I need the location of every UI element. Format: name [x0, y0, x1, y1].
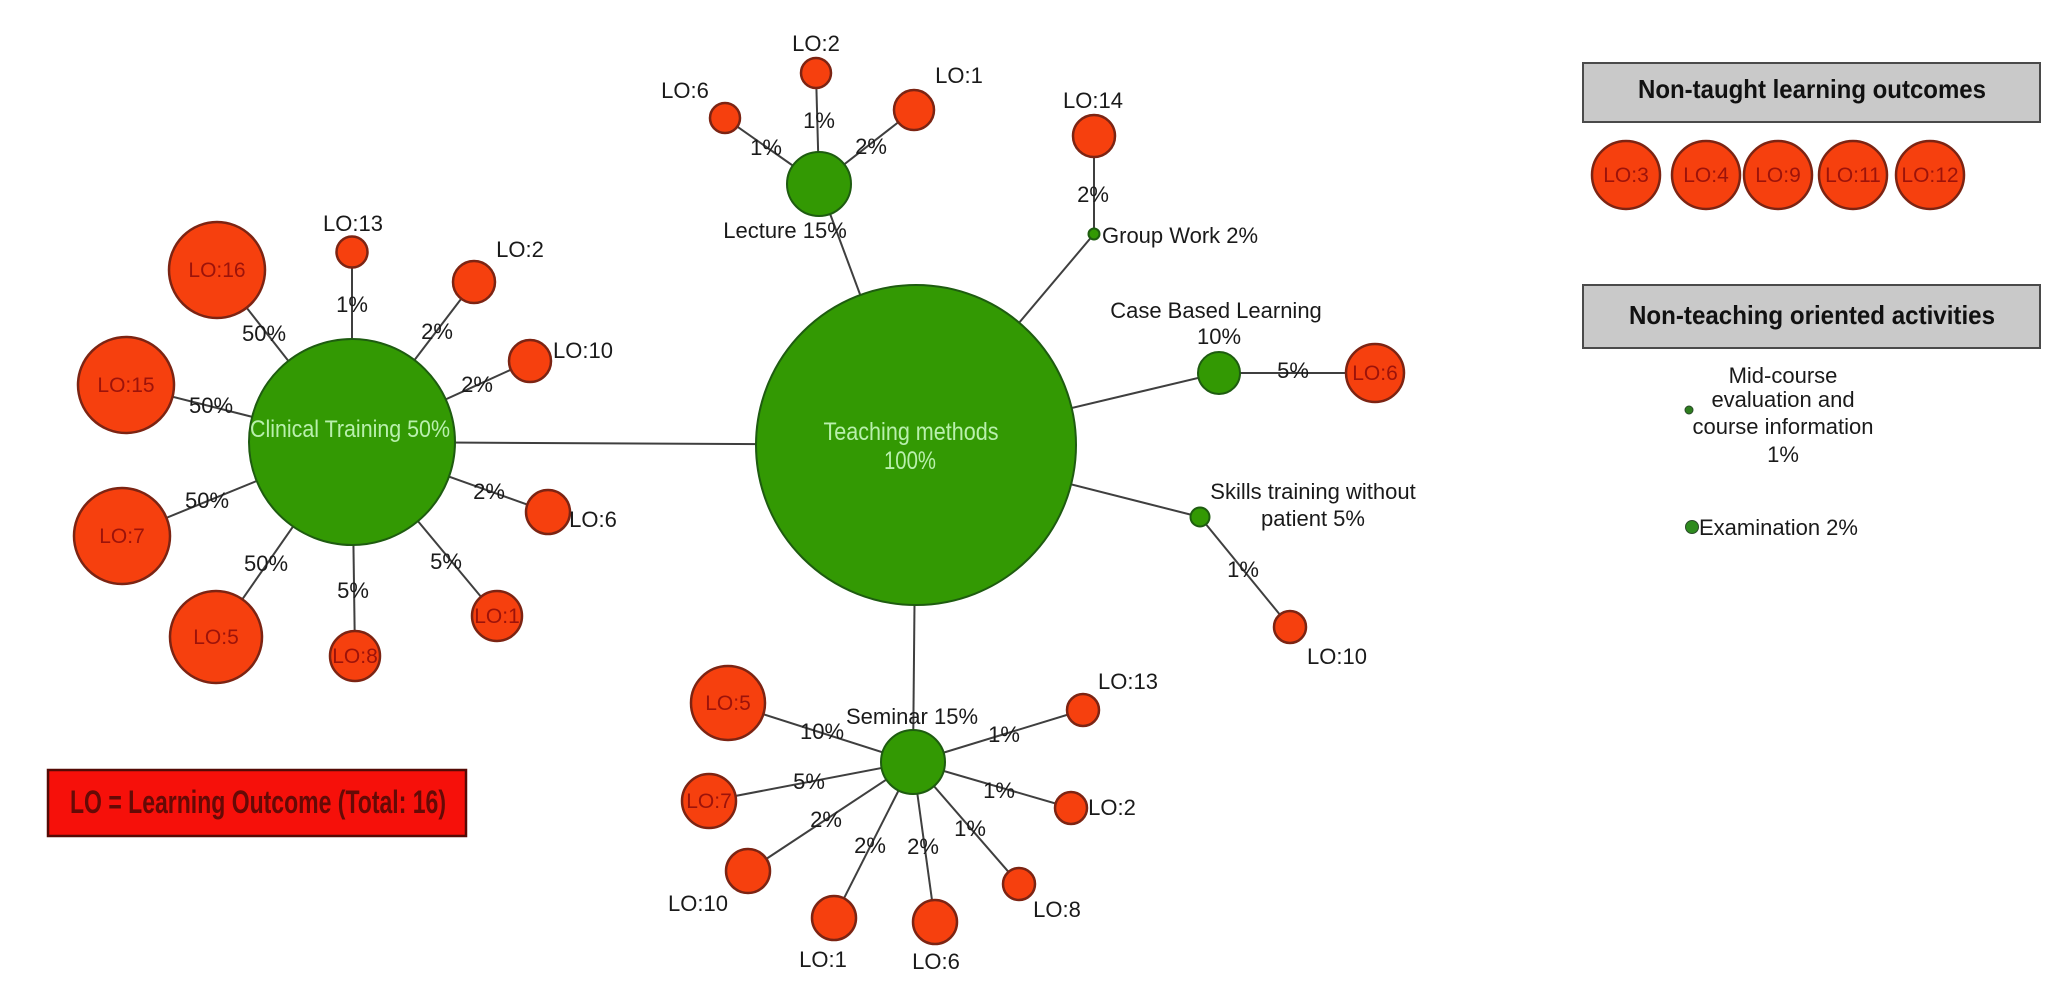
svg-text:50%: 50%	[189, 393, 233, 418]
svg-text:1%: 1%	[1767, 442, 1799, 467]
svg-text:LO:13: LO:13	[323, 211, 383, 236]
svg-text:2%: 2%	[461, 372, 493, 397]
svg-text:LO:4: LO:4	[1683, 164, 1729, 187]
svg-text:2%: 2%	[854, 833, 886, 858]
svg-text:LO:2: LO:2	[792, 31, 840, 56]
svg-text:1%: 1%	[336, 292, 368, 317]
svg-text:50%: 50%	[244, 551, 288, 576]
svg-text:100%: 100%	[884, 447, 936, 475]
svg-text:LO:1: LO:1	[474, 605, 520, 628]
svg-text:5%: 5%	[337, 578, 369, 603]
svg-text:2%: 2%	[421, 319, 453, 344]
svg-text:1%: 1%	[803, 108, 835, 133]
svg-text:LO:6: LO:6	[912, 949, 960, 974]
svg-text:1%: 1%	[954, 816, 986, 841]
svg-text:LO:13: LO:13	[1098, 669, 1158, 694]
svg-text:LO:7: LO:7	[99, 525, 145, 548]
svg-text:50%: 50%	[242, 321, 286, 346]
svg-text:LO:8: LO:8	[1033, 897, 1081, 922]
svg-text:Seminar 15%: Seminar 15%	[846, 704, 978, 729]
svg-text:LO:2: LO:2	[496, 237, 544, 262]
svg-text:evaluation and: evaluation and	[1711, 387, 1854, 412]
svg-text:LO:6: LO:6	[661, 78, 709, 103]
svg-text:LO:16: LO:16	[188, 259, 245, 282]
svg-text:LO:3: LO:3	[1603, 164, 1649, 187]
svg-text:Group Work 2%: Group Work 2%	[1102, 223, 1258, 248]
svg-text:1%: 1%	[983, 778, 1015, 803]
svg-text:LO:10: LO:10	[1307, 644, 1367, 669]
svg-text:course information: course information	[1693, 414, 1874, 439]
svg-text:2%: 2%	[907, 834, 939, 859]
svg-text:5%: 5%	[430, 549, 462, 574]
svg-text:LO:1: LO:1	[935, 63, 983, 88]
svg-text:LO:10: LO:10	[668, 891, 728, 916]
svg-text:LO:7: LO:7	[686, 790, 732, 813]
svg-text:5%: 5%	[793, 769, 825, 794]
svg-text:5%: 5%	[1277, 358, 1309, 383]
svg-text:50%: 50%	[185, 488, 229, 513]
svg-text:LO:11: LO:11	[1825, 164, 1881, 187]
svg-text:Non-taught learning outcomes: Non-taught learning outcomes	[1638, 74, 1986, 104]
svg-text:LO:12: LO:12	[1901, 164, 1958, 187]
svg-text:LO:6: LO:6	[569, 507, 617, 532]
svg-text:LO:9: LO:9	[1755, 164, 1801, 187]
svg-text:1%: 1%	[988, 722, 1020, 747]
svg-text:LO:10: LO:10	[553, 338, 613, 363]
svg-text:1%: 1%	[750, 135, 782, 160]
svg-text:2%: 2%	[855, 134, 887, 159]
svg-text:LO:2: LO:2	[1088, 795, 1136, 820]
svg-text:LO:1: LO:1	[799, 947, 847, 972]
svg-text:Lecture 15%: Lecture 15%	[723, 218, 847, 243]
svg-text:1%: 1%	[1227, 557, 1259, 582]
svg-text:2%: 2%	[473, 479, 505, 504]
svg-text:Examination 2%: Examination 2%	[1699, 515, 1858, 540]
svg-text:Clinical Training 50%: Clinical Training 50%	[250, 416, 450, 443]
svg-text:LO:14: LO:14	[1063, 88, 1123, 113]
svg-text:Case Based Learning: Case Based Learning	[1110, 298, 1322, 323]
svg-text:LO:6: LO:6	[1352, 362, 1398, 385]
svg-text:Skills training without: Skills training without	[1210, 479, 1415, 504]
svg-text:LO:8: LO:8	[332, 645, 378, 668]
svg-text:LO:15: LO:15	[97, 374, 154, 397]
svg-text:10%: 10%	[1197, 324, 1241, 349]
svg-text:LO:5: LO:5	[705, 692, 751, 715]
svg-text:Mid-course: Mid-course	[1729, 363, 1838, 388]
svg-text:LO:5: LO:5	[193, 626, 239, 649]
svg-text:LO = Learning Outcome (Total:: LO = Learning Outcome (Total: 16)	[70, 784, 446, 820]
svg-text:Non-teaching oriented activiti: Non-teaching oriented activities	[1629, 300, 1995, 330]
svg-text:Teaching methods: Teaching methods	[824, 418, 999, 446]
svg-text:2%: 2%	[1077, 182, 1109, 207]
svg-text:10%: 10%	[800, 719, 844, 744]
svg-text:patient 5%: patient 5%	[1261, 506, 1365, 531]
svg-text:2%: 2%	[810, 807, 842, 832]
